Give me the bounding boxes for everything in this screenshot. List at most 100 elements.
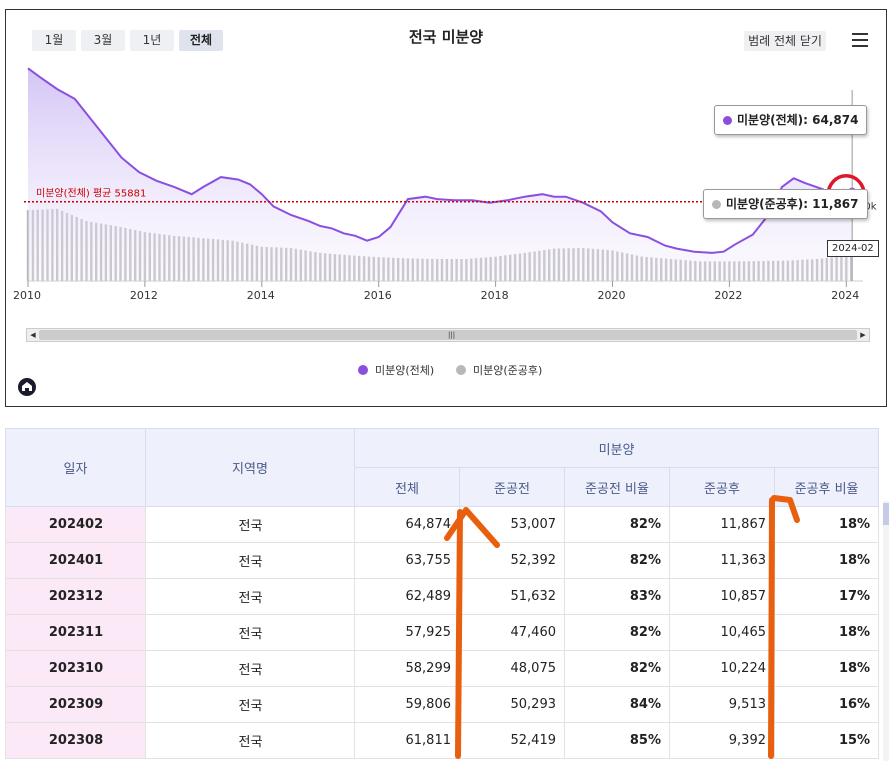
table-row[interactable]: 202310 전국 58,299 48,075 82% 10,224 18% — [5, 650, 880, 687]
header-date[interactable]: 일자 — [5, 428, 146, 507]
table-cell-post-ratio: 15% — [773, 722, 880, 759]
header-pre[interactable]: 준공전 — [459, 467, 565, 507]
x-tick-label: 2022 — [714, 289, 742, 302]
table-cell-date: 202308 — [5, 722, 146, 759]
scroll-right-icon[interactable]: ▶ — [860, 331, 866, 339]
table-cell-region: 전국 — [145, 686, 355, 723]
legend-toggle-button[interactable]: 범례 전체 닫기 — [744, 31, 826, 51]
scroll-thumb[interactable] — [39, 330, 857, 340]
table-cell-post-ratio: 18% — [773, 614, 880, 651]
header-total[interactable]: 전체 — [354, 467, 460, 507]
header-pre-ratio[interactable]: 준공전 비율 — [564, 467, 670, 507]
table-cell-pre-ratio: 82% — [564, 614, 670, 651]
x-tick-label: 2018 — [481, 289, 509, 302]
tooltip-total: 미분양(전체): 64,874 — [714, 105, 868, 135]
table-cell-pre-ratio: 84% — [564, 686, 670, 723]
legend-total-label: 미분양(전체) — [375, 364, 435, 377]
table-cell-total: 64,874 — [354, 506, 460, 543]
average-line-label: 미분양(전체) 평균 55881 — [36, 188, 146, 200]
table-cell-date: 202312 — [5, 578, 146, 615]
table-cell-total: 62,489 — [354, 578, 460, 615]
range-button-all[interactable]: 전체 — [179, 30, 223, 51]
table-cell-post: 10,857 — [669, 578, 775, 615]
table-cell-total: 61,811 — [354, 722, 460, 759]
table-cell-region: 전국 — [145, 650, 355, 687]
crosshair-date-label: 2024-02 — [827, 240, 879, 257]
table-cell-total: 59,806 — [354, 686, 460, 723]
legend-post-label: 미분양(준공후) — [473, 364, 543, 377]
table-cell-post: 10,224 — [669, 650, 775, 687]
legend-total-marker — [358, 365, 368, 375]
table-cell-pre-ratio: 82% — [564, 650, 670, 687]
x-tick-label: 2020 — [598, 289, 626, 302]
table-cell-pre: 48,075 — [459, 650, 565, 687]
table-cell-post-ratio: 18% — [773, 650, 880, 687]
unsold-table: 일자 지역명 미분양 전체 준공전 준공전 비율 준공후 준공후 비율 2024… — [5, 428, 880, 759]
tooltip-post-text: 미분양(준공후): 11,867 — [726, 197, 859, 211]
x-tick-label: 2014 — [247, 289, 275, 302]
legend-post-marker — [456, 365, 466, 375]
table-row[interactable]: 202401 전국 63,755 52,392 82% 11,363 18% — [5, 542, 880, 579]
table-cell-pre-ratio: 85% — [564, 722, 670, 759]
legend-item-total[interactable]: 미분양(전체) — [358, 362, 434, 378]
table-cell-pre: 51,632 — [459, 578, 565, 615]
table-cell-date: 202401 — [5, 542, 146, 579]
table-cell-post: 9,513 — [669, 686, 775, 723]
chart-scrollbar[interactable]: ◀ ||| ▶ — [26, 328, 870, 342]
table-cell-region: 전국 — [145, 722, 355, 759]
x-tick-label: 2010 — [13, 289, 41, 302]
table-cell-pre: 53,007 — [459, 506, 565, 543]
table-body: 202402 전국 64,874 53,007 82% 11,867 18% 202401 전국… — [5, 506, 880, 759]
range-button-1-year[interactable]: 1년 — [130, 30, 174, 51]
x-tick-label: 2012 — [130, 289, 158, 302]
table-cell-pre: 47,460 — [459, 614, 565, 651]
tooltip-total-marker — [723, 116, 732, 125]
table-cell-total: 63,755 — [354, 542, 460, 579]
scroll-grip-icon: ||| — [448, 331, 456, 339]
table-cell-region: 전국 — [145, 542, 355, 579]
range-button-3-months[interactable]: 3월 — [81, 30, 125, 51]
table-cell-pre: 50,293 — [459, 686, 565, 723]
chart-panel: 1월 3월 1년 전체 전국 미분양 범례 전체 닫기 미분양(전체) 평균 5… — [5, 9, 887, 407]
table-cell-date: 202402 — [5, 506, 146, 543]
header-post[interactable]: 준공후 — [669, 467, 775, 507]
chart-plot-area: 미분양(전체) 평균 5588150k201020122014201620182… — [13, 67, 877, 302]
table-cell-post: 11,867 — [669, 506, 775, 543]
tooltip-post-marker — [712, 200, 721, 209]
table-cell-post: 10,465 — [669, 614, 775, 651]
table-cell-pre-ratio: 82% — [564, 542, 670, 579]
range-button-1-month[interactable]: 1월 — [32, 30, 76, 51]
table-cell-total: 57,925 — [354, 614, 460, 651]
table-cell-post-ratio: 17% — [773, 578, 880, 615]
header-region[interactable]: 지역명 — [145, 428, 355, 507]
table-cell-date: 202310 — [5, 650, 146, 687]
table-cell-pre-ratio: 82% — [564, 506, 670, 543]
table-cell-post: 11,363 — [669, 542, 775, 579]
header-post-ratio[interactable]: 준공후 비율 — [773, 467, 880, 507]
chart-title: 전국 미분양 — [408, 28, 484, 46]
tooltip-total-text: 미분양(전체): 64,874 — [737, 113, 859, 127]
data-table-wrapper: 일자 지역명 미분양 전체 준공전 준공전 비율 준공후 준공후 비율 2024… — [5, 428, 889, 761]
legend-item-post[interactable]: 미분양(준공후) — [456, 362, 542, 378]
table-cell-region: 전국 — [145, 506, 355, 543]
table-cell-post-ratio: 18% — [773, 542, 880, 579]
table-cell-post-ratio: 18% — [773, 506, 880, 543]
table-cell-total: 58,299 — [354, 650, 460, 687]
series-total-line — [27, 67, 853, 254]
home-logo-icon[interactable] — [18, 378, 36, 396]
table-scrollbar[interactable] — [883, 501, 889, 761]
table-scroll-thumb[interactable] — [883, 503, 889, 525]
table-cell-date: 202311 — [5, 614, 146, 651]
table-cell-date: 202309 — [5, 686, 146, 723]
table-row[interactable]: 202312 전국 62,489 51,632 83% 10,857 17% — [5, 578, 880, 615]
table-cell-pre-ratio: 83% — [564, 578, 670, 615]
series-total-area — [28, 68, 853, 281]
table-row[interactable]: 202309 전국 59,806 50,293 84% 9,513 16% — [5, 686, 880, 723]
hamburger-menu-icon[interactable] — [852, 33, 868, 47]
scroll-left-icon[interactable]: ◀ — [30, 331, 36, 339]
table-row[interactable]: 202402 전국 64,874 53,007 82% 11,867 18% — [5, 506, 880, 543]
table-cell-post: 9,392 — [669, 722, 775, 759]
table-row[interactable]: 202308 전국 61,811 52,419 85% 9,392 15% — [5, 722, 880, 759]
table-row[interactable]: 202311 전국 57,925 47,460 82% 10,465 18% — [5, 614, 880, 651]
table-cell-pre: 52,392 — [459, 542, 565, 579]
